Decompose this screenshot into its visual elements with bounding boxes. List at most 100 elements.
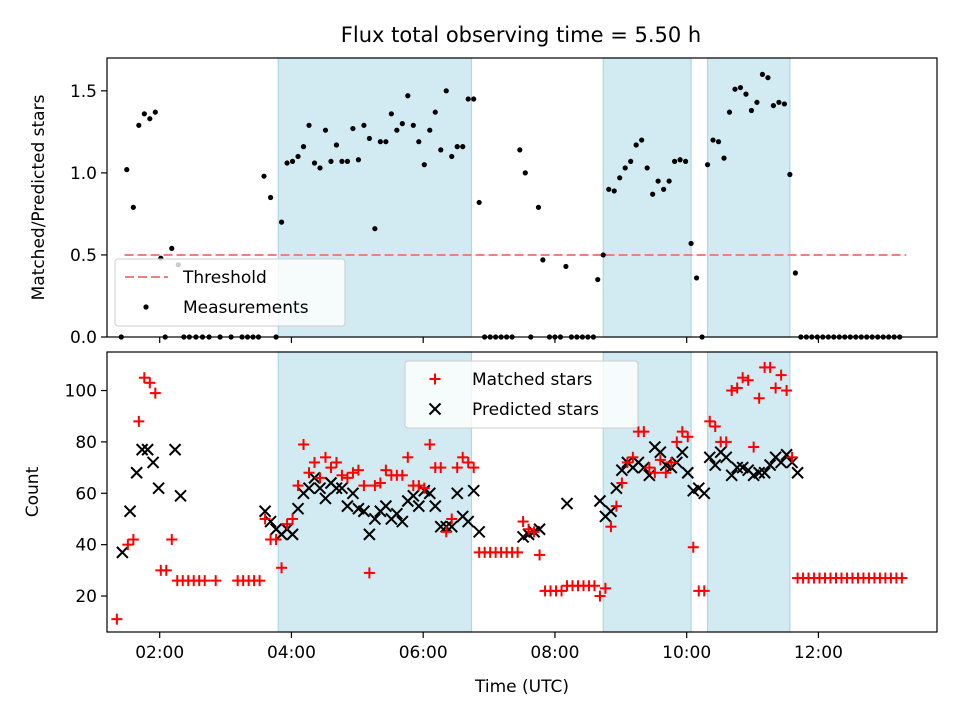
matched-star-point bbox=[468, 462, 480, 474]
matched-star-point bbox=[731, 382, 743, 394]
matched-star-point bbox=[259, 513, 271, 525]
measurement-point bbox=[540, 257, 546, 263]
predicted-star-point bbox=[135, 443, 149, 456]
measurement-point bbox=[355, 157, 362, 163]
matched-star-point bbox=[122, 539, 134, 551]
measurement-point bbox=[628, 158, 634, 164]
measurement-point bbox=[672, 158, 678, 164]
matched-star-point bbox=[402, 451, 414, 463]
measurement-point bbox=[267, 194, 274, 201]
measurement-point bbox=[130, 204, 136, 210]
matched-star-point bbox=[254, 575, 266, 587]
measurement-point bbox=[655, 178, 661, 184]
measurement-point bbox=[141, 111, 147, 117]
measurement-point bbox=[693, 275, 700, 281]
measurement-point bbox=[721, 155, 727, 161]
predicted-star-point bbox=[681, 466, 694, 479]
measurement-point bbox=[339, 158, 345, 164]
predicted-star-point bbox=[610, 481, 623, 495]
measurement-point bbox=[595, 276, 601, 283]
matched-star-point bbox=[369, 480, 381, 492]
measurement-point bbox=[300, 144, 307, 150]
measurement-point bbox=[732, 86, 738, 92]
matched-star-point bbox=[380, 464, 392, 476]
matched-star-point bbox=[599, 582, 611, 594]
measurement-point bbox=[726, 109, 733, 115]
measurement-point bbox=[677, 157, 683, 163]
predicted-star-point bbox=[560, 497, 574, 510]
measurement-point bbox=[432, 109, 438, 115]
top-legend-box bbox=[114, 258, 346, 327]
measurement-point bbox=[278, 219, 285, 225]
measurement-point bbox=[306, 122, 312, 128]
y-tick-label: 100 bbox=[65, 382, 97, 402]
y-tick-label: 1.5 bbox=[70, 82, 97, 102]
measurement-point bbox=[754, 99, 760, 105]
predicted-star-point bbox=[467, 484, 480, 497]
predicted-star-point bbox=[434, 520, 447, 533]
matched-star-point bbox=[133, 415, 145, 427]
measurement-point bbox=[704, 162, 711, 168]
x-tick-label: 12:00 bbox=[794, 643, 843, 663]
predicted-star-point bbox=[302, 481, 316, 495]
shaded-interval-2 bbox=[706, 351, 791, 633]
matched-star-point bbox=[770, 382, 782, 394]
measurement-point bbox=[443, 88, 449, 94]
matched-star-point bbox=[287, 513, 299, 525]
predicted-star-point bbox=[264, 515, 277, 528]
predicted-star-point bbox=[141, 443, 154, 456]
predicted-star-point bbox=[615, 463, 629, 477]
matched-star-point bbox=[166, 534, 178, 546]
measurement-point bbox=[710, 137, 716, 143]
measurement-point bbox=[388, 111, 394, 117]
legend-predicted-marker bbox=[428, 402, 442, 416]
measurement-point bbox=[284, 160, 290, 166]
measurement-point bbox=[416, 139, 422, 145]
measurement-point bbox=[715, 139, 722, 145]
matched-star-point bbox=[517, 516, 529, 528]
y-tick-label: 80 bbox=[75, 433, 97, 453]
y-tick-label: 20 bbox=[75, 587, 97, 607]
measurement-point bbox=[317, 165, 323, 171]
matched-star-point bbox=[330, 456, 342, 468]
matched-star-point bbox=[424, 438, 436, 450]
predicted-star-point bbox=[396, 515, 409, 528]
measurement-point bbox=[611, 188, 617, 194]
chart-title: Flux total observing time = 5.50 h bbox=[341, 23, 701, 47]
matched-star-point bbox=[775, 369, 787, 381]
measurement-point bbox=[366, 135, 372, 142]
matched-star-point bbox=[528, 526, 540, 538]
matched-star-point bbox=[451, 462, 463, 474]
x-tick-label: 10:00 bbox=[662, 643, 711, 663]
measurement-point bbox=[781, 101, 787, 107]
matched-star-point bbox=[627, 451, 639, 463]
predicted-star-point bbox=[368, 512, 382, 526]
matched-star-point bbox=[144, 377, 156, 389]
measurement-point bbox=[776, 99, 782, 105]
measurement-point bbox=[617, 175, 623, 181]
matched-star-point bbox=[210, 575, 222, 587]
measurement-point bbox=[383, 139, 389, 145]
top-y-axis-label: Matched/Predicted stars bbox=[29, 94, 49, 300]
predicted-star-point bbox=[168, 443, 182, 456]
measurement-point bbox=[770, 102, 777, 109]
matched-star-point bbox=[588, 580, 600, 592]
x-axis-label: Time (UTC) bbox=[474, 677, 569, 697]
y-tick-label: 0.5 bbox=[70, 246, 97, 266]
measurement-point bbox=[449, 153, 455, 160]
matched-star-point bbox=[753, 392, 765, 404]
predicted-star-point bbox=[319, 492, 332, 505]
matched-star-point bbox=[616, 477, 628, 489]
measurement-point bbox=[427, 127, 433, 133]
predicted-star-point bbox=[763, 458, 777, 472]
measurement-point bbox=[136, 122, 142, 128]
matched-star-point bbox=[660, 467, 672, 479]
matched-star-point bbox=[523, 523, 535, 535]
measurement-point bbox=[633, 142, 639, 148]
matched-star-point bbox=[199, 575, 211, 587]
matched-star-point bbox=[748, 441, 760, 453]
measurement-point bbox=[124, 167, 130, 173]
matched-star-point bbox=[127, 534, 139, 546]
predicted-star-point bbox=[593, 494, 607, 508]
